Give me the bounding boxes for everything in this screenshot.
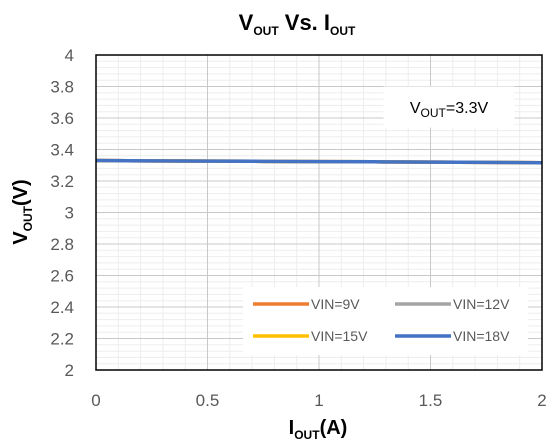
x-tick-label: 0	[91, 391, 100, 410]
x-tick-label: 0.5	[196, 391, 220, 410]
svg-text:VOUT=3.3V: VOUT=3.3V	[410, 100, 489, 120]
legend-label: VIN=12V	[453, 296, 510, 312]
series-lines	[95, 158, 543, 165]
x-axis-ticks: 0 0.5 1 1.5 2	[91, 391, 546, 410]
y-tick-label: 2.4	[50, 298, 74, 317]
x-axis-title: IOUT(A)	[289, 417, 348, 442]
y-tick-label: 2.2	[50, 330, 74, 349]
vout-annotation: VOUT=3.3V	[383, 86, 515, 128]
plot-area-border	[95, 54, 543, 371]
y-tick-label: 2.6	[50, 267, 74, 286]
y-axis-ticks: 2 2.2 2.4 2.6 2.8 3 3.2 3.4 3.6 3.8 4	[50, 46, 74, 380]
legend-label: VIN=18V	[453, 328, 510, 344]
y-axis-title: VOUT(V)	[10, 179, 35, 244]
chart-title: VOUT Vs. IOUT	[239, 10, 356, 38]
legend: VIN=9V VIN=12V VIN=15V VIN=18V	[243, 287, 528, 355]
y-tick-label: 2.8	[50, 235, 74, 254]
y-tick-label: 3	[65, 204, 74, 223]
y-tick-label: 2	[65, 361, 74, 380]
x-tick-label: 1.5	[419, 391, 443, 410]
y-tick-label: 3.6	[50, 109, 74, 128]
y-tick-label: 3.2	[50, 172, 74, 191]
y-tick-label: 4	[65, 46, 74, 65]
y-tick-label: 3.4	[50, 141, 74, 160]
series-line	[95, 158, 543, 165]
legend-label: VIN=9V	[311, 296, 360, 312]
legend-label: VIN=15V	[311, 328, 368, 344]
y-tick-label: 3.8	[50, 78, 74, 97]
x-tick-label: 2	[537, 391, 546, 410]
x-tick-label: 1	[314, 391, 323, 410]
